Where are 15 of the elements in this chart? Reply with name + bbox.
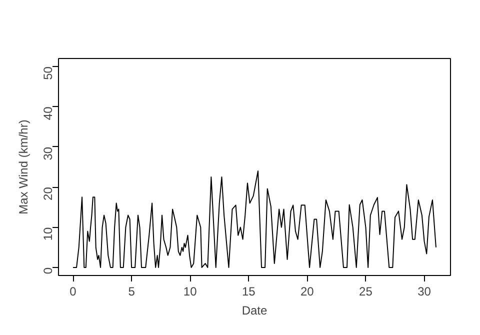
y-tick-label: 40 — [41, 106, 55, 120]
y-tick-label: 10 — [41, 226, 55, 241]
y-axis-title: Max Wind (km/hr) — [16, 120, 30, 214]
y-tick-label: 20 — [41, 186, 55, 200]
y-tick-label: 0 — [41, 267, 55, 274]
x-tick-label: 30 — [418, 284, 432, 298]
x-tick-label: 10 — [183, 284, 198, 298]
x-tick-label: 25 — [359, 284, 373, 298]
y-tick-label: 30 — [41, 146, 55, 160]
x-tick-label: 20 — [300, 284, 314, 298]
y-tick-label: 50 — [41, 66, 55, 80]
x-tick-label: 0 — [70, 284, 77, 298]
x-tick-label: 15 — [242, 284, 256, 298]
x-tick-label: 5 — [128, 284, 136, 298]
x-axis-title: Date — [242, 304, 268, 318]
